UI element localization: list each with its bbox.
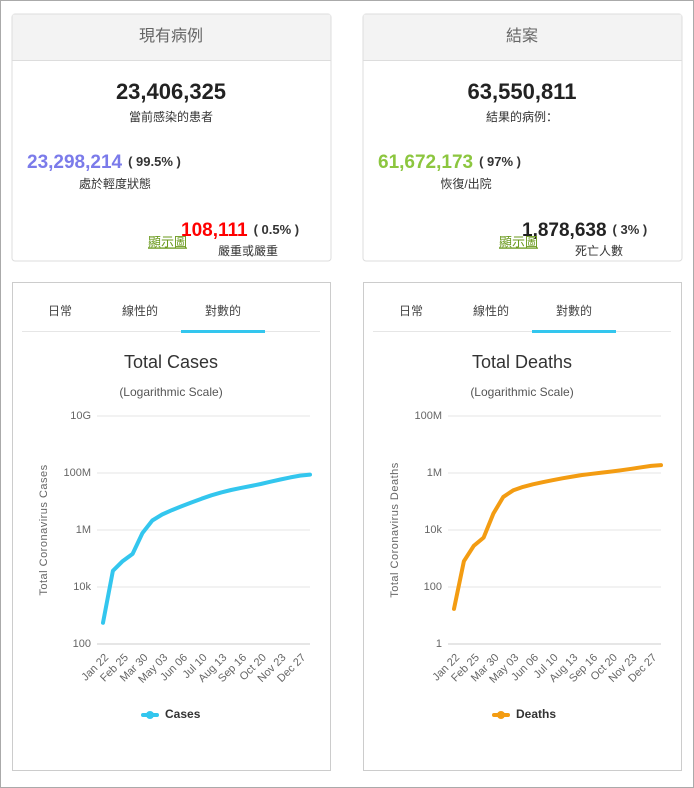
right-value: 1,878,638	[522, 220, 607, 241]
series-line	[101, 472, 312, 625]
panel-box	[12, 282, 331, 771]
card-header-bg	[363, 14, 682, 61]
chart-subtitle: (Logarithmic Scale)	[470, 385, 573, 399]
card-header: 現有病例	[139, 27, 203, 45]
chart-panel: 日常 線性的 對數的 Total Cases (Logarithmic Scale) 10…	[12, 282, 331, 771]
y-tick-label: 100M	[414, 410, 442, 422]
y-tick-label: 1M	[427, 467, 442, 479]
y-tick-label: 10k	[424, 524, 442, 536]
card-total: 23,406,325	[116, 79, 226, 104]
left-label: 處於輕度狀態	[79, 176, 151, 191]
tab[interactable]: 對數的	[556, 303, 592, 318]
right-stat: 1,878,638 ( 3% )	[522, 220, 647, 241]
card-box	[11, 13, 332, 262]
left-value: 23,298,214	[27, 152, 123, 173]
y-tick-label: 10G	[70, 410, 91, 422]
card-header: 結案	[506, 27, 538, 45]
summary-card: 現有病例 23,406,325 當前感染的患者 23,298,214 ( 99.5% )…	[11, 13, 332, 262]
y-axis-label: Total Coronavirus Cases	[38, 464, 50, 595]
y-tick-label: 100	[424, 581, 442, 593]
left-label: 恢復/出院	[440, 176, 491, 191]
y-tick-label: 1	[436, 638, 442, 650]
series-line	[452, 463, 663, 611]
card-total-label: 結果的病例：	[486, 109, 558, 124]
right-label: 嚴重或嚴重	[218, 244, 278, 258]
left-value: 61,672,173	[378, 152, 473, 173]
y-axis-label: Total Coronavirus Deaths	[389, 462, 401, 598]
left-pct: ( 99.5% )	[128, 154, 181, 169]
card-box	[362, 13, 683, 262]
y-tick-label: 1M	[76, 524, 91, 536]
panel-box	[363, 282, 682, 771]
left-stat: 23,298,214 ( 99.5% )	[27, 152, 181, 173]
legend-marker	[497, 711, 505, 719]
card-header-bg	[12, 14, 331, 61]
chart-title: Total Deaths	[472, 352, 572, 372]
right-label: 死亡人數	[575, 244, 623, 258]
right-stat: 108,111 ( 0.5% )	[181, 220, 299, 241]
summary-card: 結案 63,550,811 結果的病例： 61,672,173 ( 97% ) 恢復/出院…	[362, 13, 683, 262]
y-tick-label: 10k	[73, 581, 91, 593]
right-value: 108,111	[181, 220, 248, 241]
card-total-label: 當前感染的患者	[129, 109, 213, 124]
legend-marker	[146, 711, 154, 719]
right-pct: ( 3% )	[613, 222, 648, 237]
show-chart-link[interactable]: 顯示圖	[499, 234, 538, 249]
y-tick-label: 100M	[63, 467, 91, 479]
left-pct: ( 97% )	[479, 154, 521, 169]
tab[interactable]: 日常	[48, 304, 72, 318]
chart-title: Total Cases	[124, 352, 218, 372]
show-chart-link[interactable]: 顯示圖	[148, 234, 187, 249]
legend-label[interactable]: Cases	[165, 707, 201, 721]
legend-label[interactable]: Deaths	[516, 707, 556, 721]
tab-active-bar	[532, 330, 616, 333]
tab[interactable]: 日常	[399, 304, 423, 318]
chart-panel: 日常 線性的 對數的 Total Deaths (Logarithmic Scale) 1…	[363, 282, 682, 771]
chart-subtitle: (Logarithmic Scale)	[119, 385, 222, 399]
left-stat: 61,672,173 ( 97% )	[378, 152, 521, 173]
card-total: 63,550,811	[468, 79, 577, 104]
tab-active-bar	[181, 330, 265, 333]
right-pct: ( 0.5% )	[254, 222, 300, 237]
tab[interactable]: 線性的	[122, 303, 158, 318]
tab[interactable]: 線性的	[473, 303, 509, 318]
y-tick-label: 100	[73, 638, 91, 650]
tab[interactable]: 對數的	[205, 303, 241, 318]
